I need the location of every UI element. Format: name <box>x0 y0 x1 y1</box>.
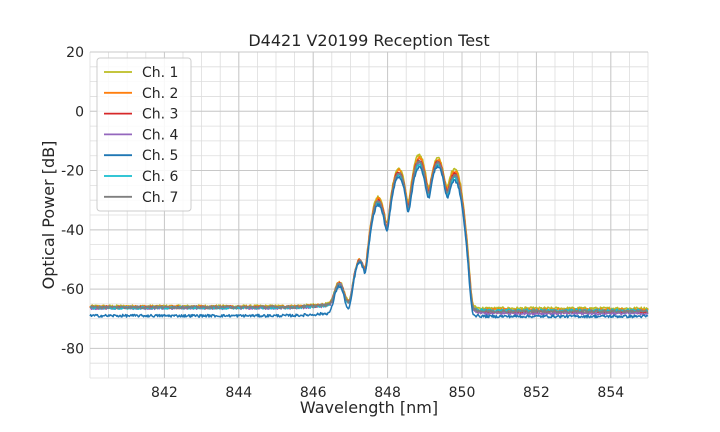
x-tick-label: 850 <box>449 385 476 401</box>
legend-label: Ch. 7 <box>142 190 178 206</box>
legend-label: Ch. 6 <box>142 169 179 185</box>
y-tick-label: 0 <box>75 104 84 120</box>
chart-title: D4421 V20199 Reception Test <box>248 31 489 50</box>
y-axis-ticks: -80 -60 -40 -20 0 20 <box>61 45 84 357</box>
legend-label: Ch. 3 <box>142 107 178 123</box>
series-line-ch5 <box>89 165 649 319</box>
y-tick-label: -20 <box>61 164 84 180</box>
legend: Ch. 1 Ch. 2 Ch. 3 Ch. 4 Ch. 5 Ch. 6 Ch. 7 <box>96 57 192 212</box>
y-tick-label: -40 <box>61 223 84 239</box>
legend-label: Ch. 2 <box>142 86 178 102</box>
y-tick-label: 20 <box>66 45 84 61</box>
y-axis-label: Optical Power [dB] <box>39 141 58 290</box>
x-tick-label: 854 <box>597 385 624 401</box>
x-tick-label: 852 <box>523 385 550 401</box>
y-tick-label: -60 <box>61 282 84 298</box>
x-tick-label: 844 <box>225 385 252 401</box>
legend-label: Ch. 1 <box>142 65 178 81</box>
series-group <box>89 153 649 319</box>
legend-box <box>96 57 192 212</box>
x-tick-label: 846 <box>300 385 327 401</box>
x-tick-label: 842 <box>151 385 178 401</box>
x-axis-label: Wavelength [nm] <box>300 398 438 417</box>
x-tick-label: 848 <box>374 385 401 401</box>
legend-label: Ch. 4 <box>142 127 179 143</box>
x-axis-ticks: 842 844 846 848 850 852 854 <box>151 385 624 401</box>
y-tick-label: -80 <box>61 341 84 357</box>
legend-label: Ch. 5 <box>142 148 178 164</box>
